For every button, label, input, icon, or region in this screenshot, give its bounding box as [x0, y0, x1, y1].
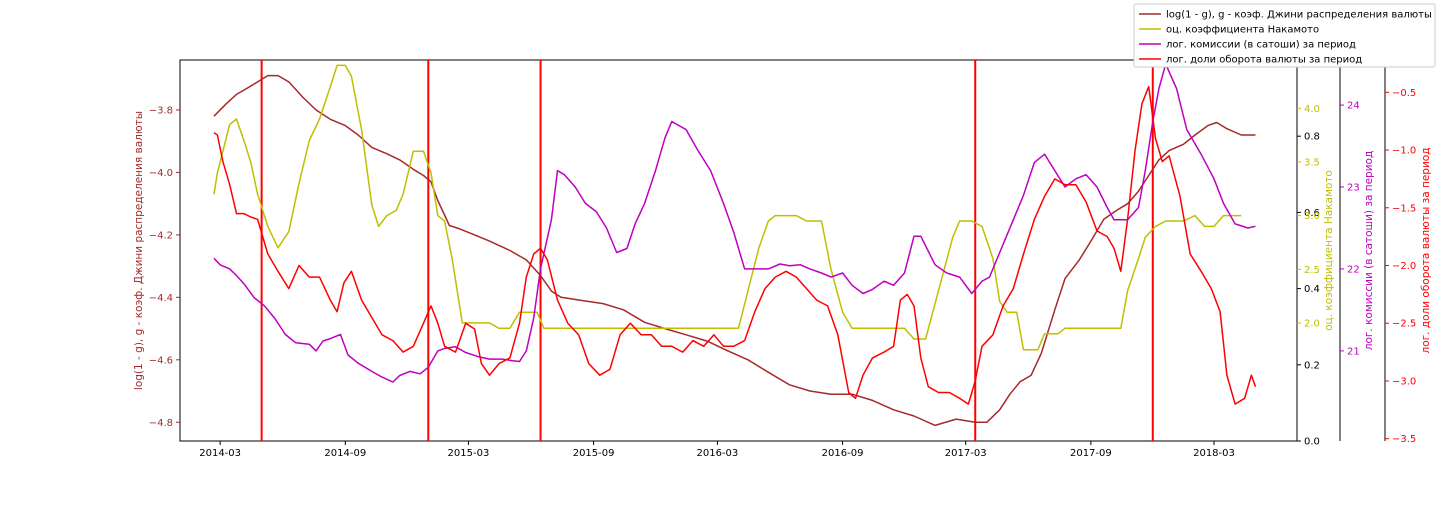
turnover-tick-label: −1.5: [1392, 203, 1416, 214]
share_plain-tick-label: 0.6: [1304, 208, 1320, 219]
series-line: [213, 63, 1256, 383]
plot-border: [179, 59, 1298, 442]
x-tick-label: 2014-09: [324, 448, 366, 459]
fees-tick-label: 22: [1347, 264, 1360, 275]
series-line: [213, 74, 1256, 427]
series-lines: [213, 63, 1257, 427]
x-tick-label: 2017-03: [945, 448, 987, 459]
plot-area: [179, 59, 1298, 442]
share_plain-tick-label: 0.4: [1304, 284, 1320, 295]
legend-label: лог. комиссии (в сатоши) за период: [1166, 40, 1356, 51]
share_plain-tick-label: 0.0: [1304, 437, 1320, 448]
legend-label: log(1 - g), g - коэф. Джини распределени…: [1166, 10, 1432, 21]
turnover-tick-label: −3.0: [1392, 376, 1416, 387]
gini-tick-label: −4.2: [149, 230, 173, 241]
legend-label: лог. доли оборота валюты за период: [1166, 55, 1362, 66]
legend-box: [1133, 3, 1436, 68]
x-tick-label: 2015-03: [448, 448, 490, 459]
nakamoto-tick-label: 2.0: [1304, 318, 1320, 329]
gini-tick-label: −4.4: [149, 293, 173, 304]
legend: log(1 - g), g - коэф. Джини распределени…: [1133, 3, 1436, 68]
x-tick-label: 2015-09: [573, 448, 615, 459]
x-tick-label: 2016-03: [697, 448, 739, 459]
legend-label: оц. коэффициента Накамото: [1166, 25, 1319, 36]
fees-tick-label: 21: [1347, 346, 1360, 357]
turnover-tick-label: −1.0: [1392, 146, 1416, 157]
turnover-axis-title: лог. доли оборота валюты за период: [1420, 148, 1432, 354]
fees-tick-label: 24: [1347, 101, 1360, 112]
share_plain-tick-label: 0.2: [1304, 360, 1320, 371]
share_plain-tick-label: 0.8: [1304, 132, 1320, 143]
gini-tick-label: −4.6: [149, 355, 173, 366]
fees-tick-label: 23: [1347, 183, 1360, 194]
x-tick-label: 2018-03: [1193, 448, 1235, 459]
turnover-tick-label: −3.5: [1392, 434, 1416, 445]
nakamoto-tick-label: 2.5: [1304, 265, 1320, 276]
gini-axis-title: log(1 - g), g - коэф. Джини распределени…: [133, 111, 145, 390]
gini-tick-label: −4.0: [149, 168, 173, 179]
x-tick-label: 2016-09: [822, 448, 864, 459]
x-tick-label: 2014-03: [199, 448, 241, 459]
nakamoto-axis-title: оц. коэффициента Накамото: [1323, 170, 1335, 331]
turnover-tick-label: −2.0: [1392, 261, 1416, 272]
nakamoto-tick-label: 4.0: [1304, 104, 1320, 115]
series-line: [213, 64, 1242, 351]
x-tick-label: 2017-09: [1070, 448, 1112, 459]
nakamoto-tick-label: 3.5: [1304, 157, 1320, 168]
gini-tick-label: −3.8: [149, 105, 173, 116]
series-line: [213, 85, 1257, 405]
gini-tick-label: −4.8: [149, 418, 173, 429]
nakamoto-tick-label: 3.0: [1304, 211, 1320, 222]
x-axis: 2014-03 2014-09 2015-03 2015-09 2016-03 2016-…: [199, 441, 1235, 459]
y-axes: −3.8 −4.0 −4.2 −4.4 −4.6 −4.8 log(1 - g), g - …: [133, 60, 1432, 448]
fees-axis-title: лог. комиссии (в сатоши) за период: [1363, 151, 1375, 350]
turnover-tick-label: −0.5: [1392, 88, 1416, 99]
turnover-tick-label: −2.5: [1392, 319, 1416, 330]
